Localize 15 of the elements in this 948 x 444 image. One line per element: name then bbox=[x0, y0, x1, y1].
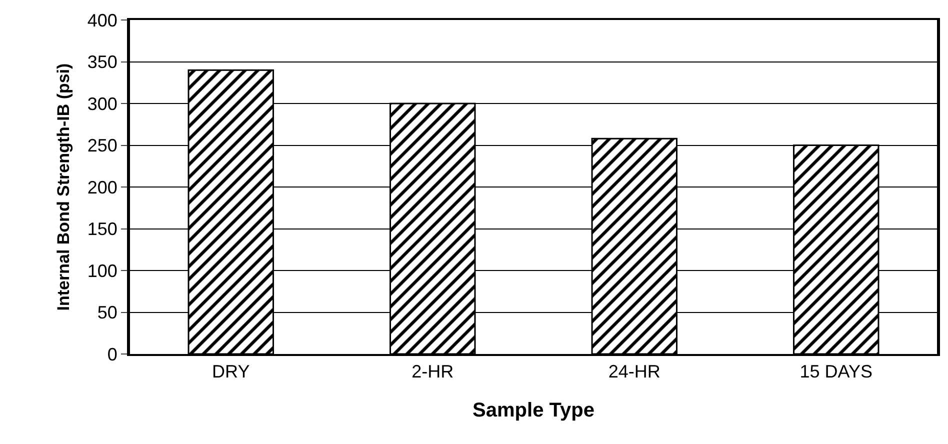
y-tick-label: 400 bbox=[87, 10, 118, 30]
y-tick-label: 200 bbox=[87, 177, 118, 198]
x-tick-label: 24-HR bbox=[608, 362, 660, 382]
y-tick-label: 250 bbox=[87, 136, 118, 156]
x-tick-label: DRY bbox=[212, 362, 250, 382]
y-tick-label: 0 bbox=[107, 344, 118, 364]
y-tick-label: 50 bbox=[97, 302, 118, 323]
y-tick-label: 150 bbox=[87, 219, 118, 240]
x-axis-title: Sample Type bbox=[472, 400, 594, 422]
y-tick-label: 350 bbox=[87, 52, 118, 72]
x-tick-label: 2-HR bbox=[412, 362, 454, 382]
y-axis-title: Internal Bond Strength-IB (psi) bbox=[54, 63, 73, 311]
y-tick-label: 300 bbox=[87, 94, 118, 114]
x-tick-label: 15 DAYS bbox=[800, 362, 872, 382]
y-tick-label: 100 bbox=[87, 260, 118, 281]
